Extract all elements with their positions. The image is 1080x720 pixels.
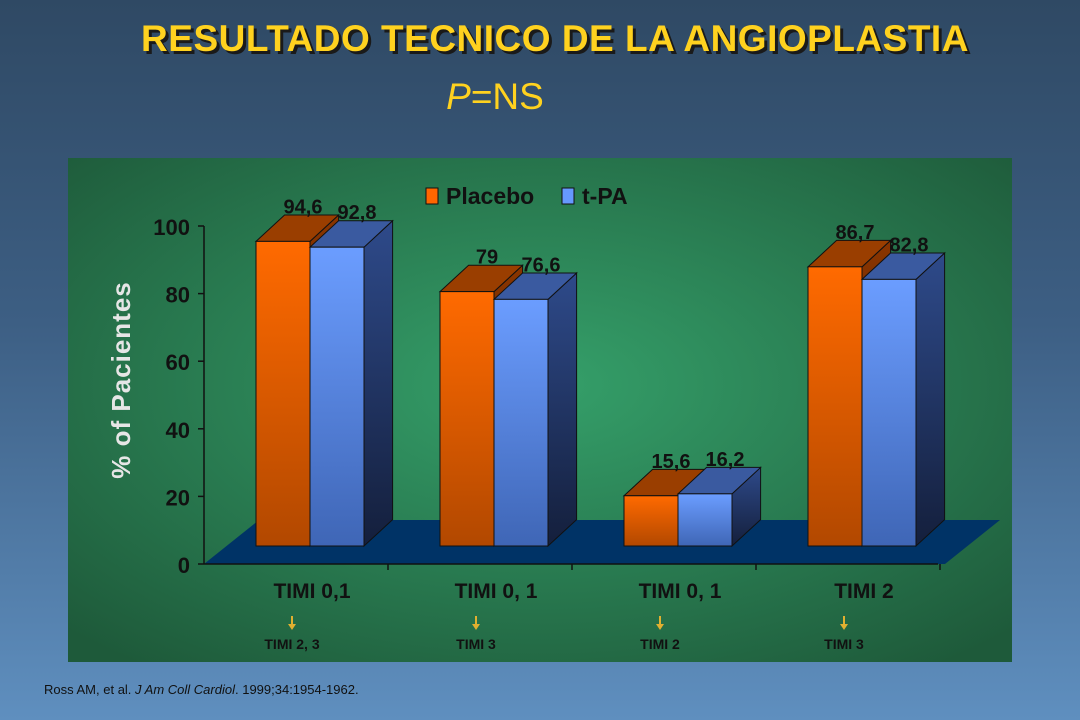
- slide-title: RESULTADO TECNICO DE LA ANGIOPLASTIA: [141, 18, 969, 59]
- data-label-tpa: 92,8: [338, 202, 377, 224]
- bar-chart: 0 20 40 60 80 100 % of Pacientes TIMI 0,1 TIMI …: [68, 158, 1012, 662]
- y-tick-label: 60: [166, 350, 190, 375]
- bar-tpa: [677, 493, 733, 547]
- x-sublabel: TIMI 3: [824, 636, 864, 652]
- legend-label-placebo: Placebo: [446, 183, 534, 209]
- x-category-label: TIMI 2: [834, 580, 894, 603]
- bar-tpa: [309, 246, 365, 547]
- citation-authors: Ross AM, et al.: [44, 682, 136, 697]
- bar-tpa: [861, 278, 917, 547]
- data-label-tpa: 16,2: [706, 449, 745, 471]
- bar-tpa-side: [363, 219, 394, 548]
- data-label-placebo: 15,6: [652, 451, 691, 473]
- sublabel-arrow-head: [472, 624, 480, 630]
- ns-text: =NS: [470, 76, 544, 117]
- data-label-placebo: 86,7: [836, 222, 875, 244]
- p-symbol: P: [446, 76, 471, 117]
- x-sublabel: TIMI 2: [640, 636, 680, 652]
- bar-tpa-side: [547, 271, 578, 548]
- y-tick-label: 100: [153, 215, 190, 240]
- legend-swatch-tpa: [561, 187, 575, 205]
- citation-rest: . 1999;34:1954-1962.: [234, 682, 359, 697]
- legend-swatch-placebo: [425, 187, 439, 205]
- bar-placebo: [623, 495, 679, 547]
- bar-tpa: [493, 298, 549, 547]
- sublabel-arrow-head: [840, 624, 848, 630]
- x-sublabel: TIMI 3: [456, 636, 496, 652]
- y-tick-label: 0: [178, 553, 190, 578]
- slide-subtitle: P=NS: [0, 76, 990, 118]
- data-label-placebo: 94,6: [284, 196, 323, 218]
- citation-journal: J Am Coll Cardiol: [135, 682, 235, 697]
- bar-placebo: [807, 266, 863, 547]
- data-label-placebo: 79: [476, 247, 498, 269]
- x-category-label: TIMI 0, 1: [639, 580, 722, 603]
- x-category-label: TIMI 0, 1: [455, 580, 538, 603]
- sublabel-arrow-head: [288, 624, 296, 630]
- bar-tpa-side: [915, 251, 946, 548]
- y-tick-label: 80: [166, 283, 190, 308]
- legend-label-tpa: t-PA: [582, 183, 628, 209]
- y-tick-label: 20: [166, 485, 190, 510]
- data-label-tpa: 82,8: [890, 234, 929, 256]
- bar-placebo: [439, 291, 495, 547]
- sublabel-arrow-head: [656, 624, 664, 630]
- bar-placebo: [255, 240, 311, 547]
- x-sublabel: TIMI 2, 3: [264, 636, 319, 652]
- citation: Ross AM, et al. J Am Coll Cardiol. 1999;…: [44, 682, 359, 697]
- y-axis-title: % of Pacientes: [106, 281, 136, 479]
- x-category-label: TIMI 0,1: [273, 580, 350, 603]
- data-label-tpa: 76,6: [522, 254, 561, 276]
- y-tick-label: 40: [166, 418, 190, 443]
- chart-floor: [204, 520, 1000, 564]
